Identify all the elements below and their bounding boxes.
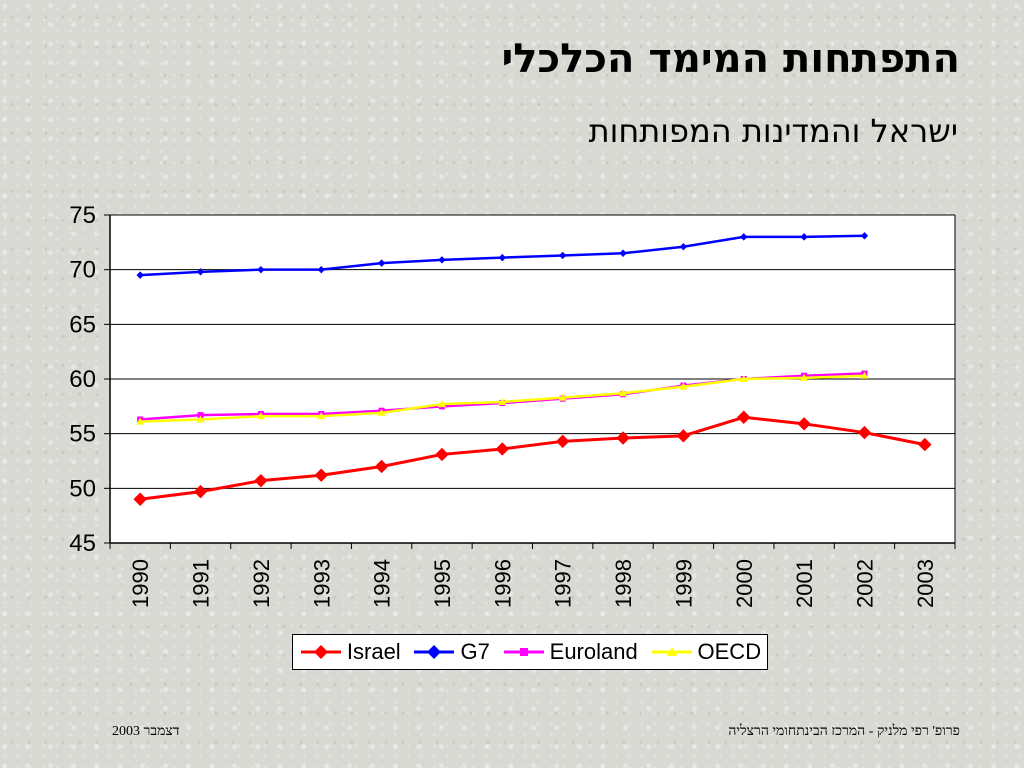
data-point-g7 — [800, 233, 808, 241]
legend-item-oecd: OECD — [650, 639, 762, 665]
data-point-g7 — [136, 271, 144, 279]
x-tick-label: 1991 — [189, 559, 214, 608]
y-tick-label: 60 — [69, 366, 96, 393]
data-point-israel — [555, 434, 570, 449]
data-point-israel — [314, 468, 328, 482]
x-tick-label: 1998 — [611, 559, 636, 608]
data-point-oecd — [679, 382, 688, 390]
x-tick-label: 1995 — [430, 559, 455, 608]
data-point-euroland — [197, 412, 204, 419]
x-tick-label: 2002 — [852, 559, 877, 608]
data-point-g7 — [317, 265, 325, 274]
data-point-israel — [676, 429, 691, 443]
page-title: התפתחות המימד הכלכלי — [501, 36, 960, 82]
footer-date: דצמבר 2003 — [112, 724, 180, 739]
data-point-oecd — [196, 415, 205, 423]
legend-item-g7: G7 — [412, 639, 490, 665]
data-point-g7 — [438, 256, 446, 264]
x-tick-label: 1997 — [551, 559, 576, 608]
data-point-israel — [857, 425, 872, 440]
data-point-oecd — [558, 393, 567, 401]
legend-swatch-g7 — [414, 645, 455, 659]
data-point-oecd — [619, 389, 628, 397]
legend-label: OECD — [697, 639, 762, 664]
x-tick-label: 1999 — [671, 559, 696, 608]
legend-item-euroland: Euroland — [502, 639, 638, 665]
series-line-israel — [139, 415, 926, 501]
data-point-oecd — [377, 408, 386, 416]
data-point-g7 — [498, 253, 507, 262]
data-point-oecd — [136, 417, 145, 425]
legend-swatch-oecd — [651, 647, 692, 656]
data-point-oecd — [437, 400, 446, 408]
x-tick-label: 1996 — [490, 559, 515, 608]
data-point-oecd — [317, 412, 326, 420]
x-tick-label: 1993 — [309, 559, 334, 608]
y-tick-label: 75 — [69, 202, 96, 229]
legend-swatch-euroland — [503, 648, 544, 656]
x-tick-label: 2001 — [792, 559, 817, 608]
legend-swatch-israel — [300, 645, 341, 659]
y-tick-label: 55 — [69, 421, 96, 448]
data-point-israel — [616, 431, 630, 445]
chart-legend: Israel G7 Euroland OECD — [292, 634, 768, 670]
y-tick-label: 50 — [69, 475, 96, 502]
data-point-g7 — [257, 265, 265, 274]
data-point-g7 — [860, 232, 869, 240]
data-point-oecd — [498, 397, 507, 405]
legend-label: Israel — [346, 639, 401, 664]
data-point-g7 — [558, 251, 567, 260]
legend-label: Euroland — [549, 639, 638, 664]
y-tick-label: 70 — [69, 257, 96, 284]
data-point-israel — [193, 484, 208, 499]
x-tick-label: 1992 — [249, 559, 274, 608]
page-subtitle: ישראל והמדינות המפותחות — [588, 112, 958, 150]
data-point-oecd — [256, 412, 265, 420]
data-point-g7 — [196, 268, 205, 276]
data-point-israel — [495, 442, 510, 456]
data-point-g7 — [679, 242, 688, 251]
data-point-oecd — [800, 373, 809, 381]
data-point-israel — [797, 417, 811, 431]
x-tick-label: 1990 — [128, 559, 153, 608]
data-point-g7 — [740, 233, 748, 241]
data-point-israel — [133, 492, 147, 506]
data-point-g7 — [377, 259, 386, 267]
legend-label: G7 — [460, 639, 490, 664]
data-point-oecd — [739, 375, 748, 382]
y-tick-label: 45 — [69, 530, 96, 557]
legend-item-israel: Israel — [299, 639, 401, 665]
data-point-israel — [918, 437, 932, 452]
x-tick-label: 2000 — [732, 559, 757, 608]
x-tick-label: 1994 — [370, 559, 395, 608]
x-tick-label: 2003 — [913, 559, 938, 608]
y-tick-label: 65 — [69, 311, 96, 338]
footer-credit: פרופ' רפי מלניק - המרכז הבינתחומי הרצליה — [728, 724, 960, 739]
data-point-g7 — [619, 249, 627, 257]
data-point-israel — [435, 447, 449, 462]
data-point-israel — [374, 459, 389, 474]
data-point-oecd — [860, 371, 869, 379]
data-point-israel — [737, 410, 751, 424]
data-point-israel — [254, 473, 268, 488]
